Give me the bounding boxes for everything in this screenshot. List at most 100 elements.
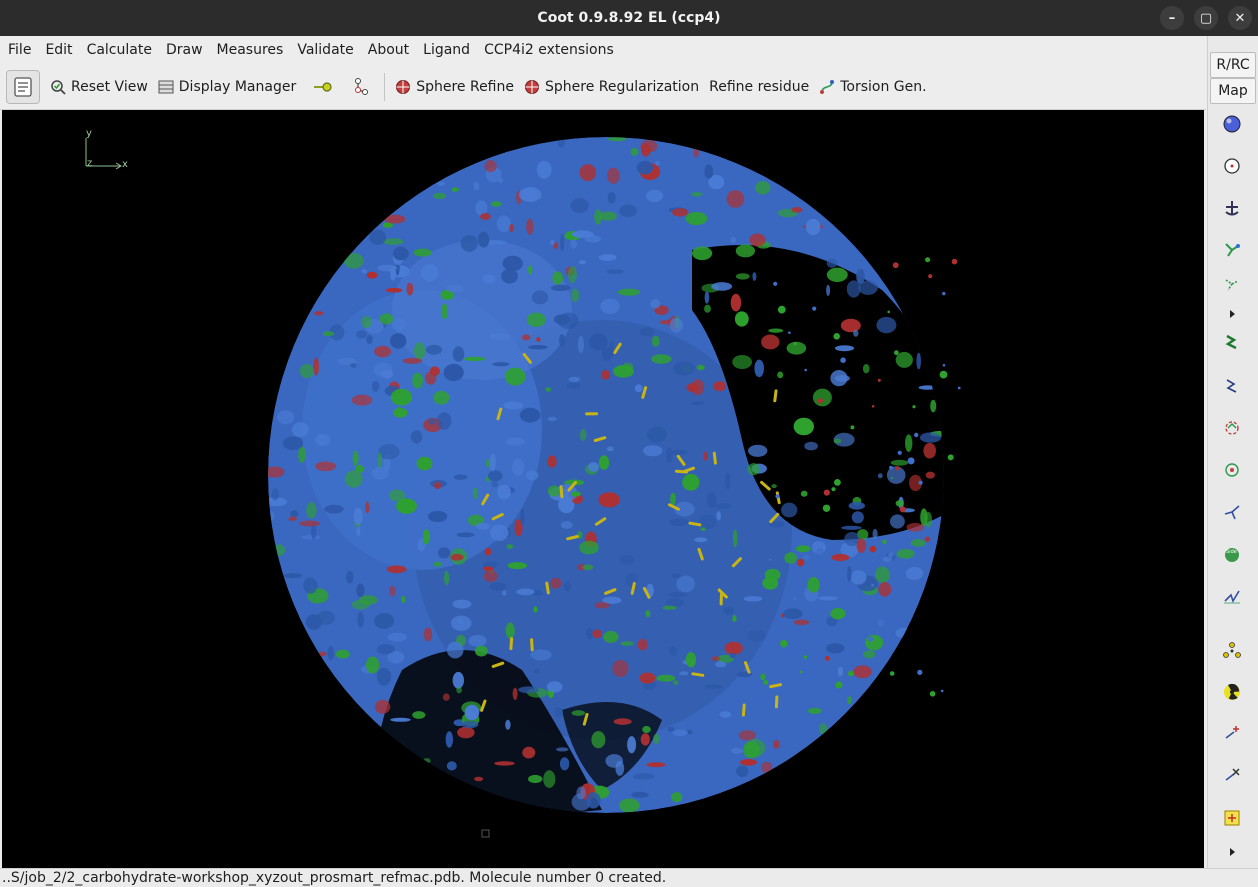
density-blob — [365, 502, 369, 514]
density-blob — [451, 616, 472, 631]
density-blob — [755, 181, 770, 194]
density-blob — [713, 381, 726, 391]
density-blob — [720, 711, 732, 718]
menu-draw[interactable]: Draw — [158, 42, 209, 58]
radiation-icon[interactable] — [1222, 682, 1242, 702]
menu-file[interactable]: File — [0, 42, 37, 58]
menu-about[interactable]: About — [360, 42, 415, 58]
density-blob — [383, 238, 404, 245]
sphere-refine-button[interactable]: Sphere Refine — [395, 79, 514, 95]
density-blob — [925, 512, 932, 528]
density-blob — [475, 646, 488, 657]
main-toolbar: Reset View Display Manager Sphere — [0, 64, 1206, 110]
density-blob — [711, 656, 720, 661]
density-speck — [793, 342, 796, 345]
density-blob — [269, 511, 274, 521]
density-blob — [732, 355, 752, 369]
density-blob — [863, 650, 875, 658]
density-blob — [354, 508, 363, 525]
backbone-icon[interactable] — [1222, 376, 1242, 396]
menu-calculate[interactable]: Calculate — [79, 42, 158, 58]
display-manager-button[interactable]: Display Manager — [158, 79, 296, 95]
density-blob — [656, 675, 675, 682]
density-speck — [797, 559, 804, 566]
refine-residue-button[interactable]: Refine residue — [709, 79, 809, 95]
density-blob — [668, 592, 687, 598]
density-blob — [748, 463, 760, 475]
close-button[interactable]: ✕ — [1228, 6, 1252, 30]
menu-ligand[interactable]: Ligand — [415, 42, 476, 58]
density-speck — [835, 682, 842, 689]
add-atom-icon[interactable] — [1222, 724, 1242, 744]
add-terminal-residue-icon[interactable] — [1222, 808, 1242, 828]
density-blob — [650, 299, 660, 309]
edit-chi-icon[interactable] — [1222, 502, 1242, 522]
menu-edit[interactable]: Edit — [37, 42, 78, 58]
density-blob — [673, 361, 695, 375]
density-blob — [388, 633, 407, 642]
expand-triangle-icon[interactable] — [1222, 304, 1242, 324]
pick-atom-button[interactable] — [350, 77, 370, 97]
density-blob — [559, 334, 565, 347]
add-water-icon[interactable] — [1222, 640, 1242, 660]
graphics-viewport[interactable]: y z x — [2, 110, 1204, 868]
sphere-icon[interactable] — [1222, 114, 1242, 134]
density-blob — [537, 161, 552, 179]
more-tools-arrow-icon[interactable] — [1222, 842, 1242, 862]
flip-peptide-icon[interactable] — [1222, 418, 1242, 438]
density-blob — [535, 668, 540, 674]
reset-view-button[interactable]: Reset View — [50, 79, 148, 95]
electron-density-map[interactable]: y z x — [2, 110, 1204, 868]
density-blob — [306, 614, 322, 629]
minimize-button[interactable]: – — [1160, 6, 1184, 30]
rrc-button[interactable]: R/RC — [1210, 52, 1256, 78]
density-blob — [556, 747, 568, 751]
status-bar: ..S/job_2/2_carbohydrate-workshop_xyzout… — [0, 868, 1258, 887]
sphere-regularization-button[interactable]: Sphere Regularization — [524, 79, 699, 95]
density-blob — [302, 535, 321, 540]
density-blob — [519, 188, 538, 202]
density-blob — [579, 541, 599, 555]
density-blob — [603, 631, 618, 643]
density-blob — [554, 707, 563, 718]
side-view-icon[interactable]: Side — [1222, 544, 1242, 564]
density-speck — [775, 494, 779, 498]
mutate-icon[interactable] — [1222, 332, 1242, 352]
torsion-gen-button[interactable]: Torsion Gen. — [819, 79, 926, 95]
side-chain-180-icon[interactable] — [1222, 460, 1242, 480]
go-to-atom-button[interactable] — [312, 79, 332, 95]
density-blob — [896, 500, 904, 506]
density-blob — [744, 596, 763, 601]
menu-validate[interactable]: Validate — [289, 42, 359, 58]
density-blob — [474, 777, 483, 782]
density-blob — [873, 529, 878, 539]
regularize-zone-icon[interactable] — [1222, 586, 1242, 606]
rotate-center-icon[interactable] — [1222, 156, 1242, 176]
menu-measures[interactable]: Measures — [209, 42, 290, 58]
density-blob — [804, 442, 818, 451]
rotamer-icon[interactable] — [1222, 276, 1242, 296]
density-blob — [827, 259, 838, 268]
delete-atom-icon[interactable] — [1222, 766, 1242, 786]
map-button[interactable]: Map — [1210, 78, 1256, 104]
file-list-button[interactable] — [6, 70, 40, 104]
add-residue-icon[interactable] — [1222, 240, 1242, 260]
density-blob — [558, 313, 579, 329]
density-speck — [928, 274, 932, 278]
sphere-refine-icon — [395, 79, 411, 95]
density-blob — [411, 430, 423, 443]
density-blob — [453, 600, 472, 609]
maximize-button[interactable]: ▢ — [1194, 6, 1218, 30]
density-blob — [453, 346, 465, 361]
density-blob — [561, 521, 573, 529]
document-list-icon — [11, 75, 35, 99]
density-speck — [919, 481, 923, 485]
density-blob — [663, 606, 677, 610]
menu-ccp4i2-extensions[interactable]: CCP4i2 extensions — [476, 42, 620, 58]
density-blob — [666, 447, 672, 463]
display-manager-icon — [158, 79, 174, 95]
density-blob — [609, 341, 614, 358]
density-speck — [780, 640, 787, 647]
anchor-icon[interactable] — [1222, 198, 1242, 218]
key-icon — [312, 79, 332, 95]
